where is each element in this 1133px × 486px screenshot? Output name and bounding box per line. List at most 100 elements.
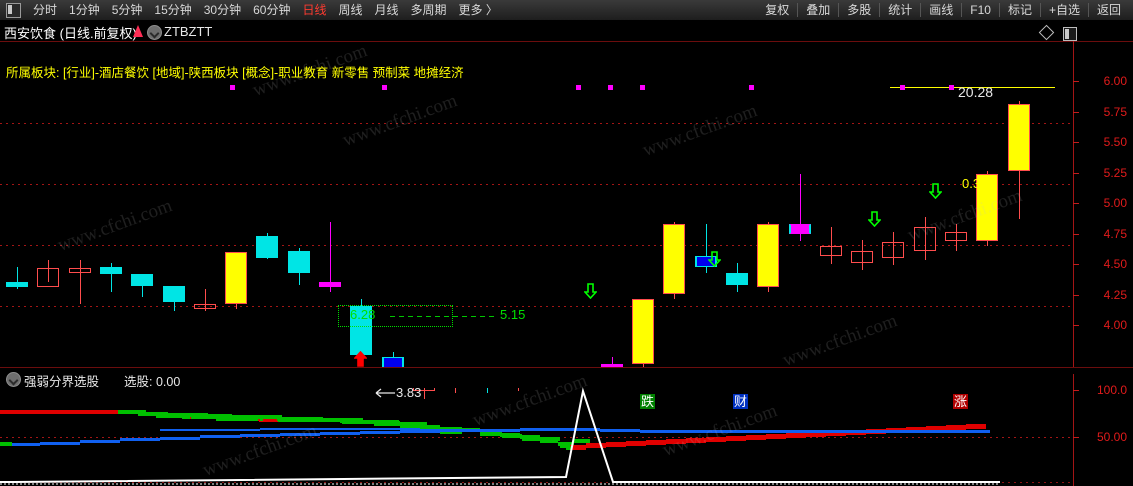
- indicator-main-line-segment: [522, 437, 540, 441]
- indicator-ma-line-segment: [200, 435, 240, 438]
- candle-wick: [924, 217, 926, 261]
- indicator-main-line-segment: [686, 438, 706, 443]
- toolbar-period-1[interactable]: 1分钟: [69, 3, 100, 17]
- indicator-main-line-segment: [300, 418, 318, 422]
- chart-marker-0[interactable]: 跌: [640, 394, 656, 409]
- indicator-ma-line-segment: [960, 430, 990, 433]
- toolbar-action-5[interactable]: F10: [970, 3, 991, 17]
- stock-name-label: 西安饮食 (日线.前复权): [4, 26, 137, 41]
- sell-signal-arrow-icon: [584, 283, 597, 299]
- price-axis-tick: 4.00: [1103, 318, 1127, 332]
- signal-dot: [230, 85, 235, 90]
- price-axis-tickmark: [1073, 264, 1079, 265]
- layout-toggle-icon[interactable]: [1063, 27, 1077, 41]
- indicator-ma-line-segment: [160, 437, 200, 440]
- toolbar-period-10[interactable]: 更多 〉: [458, 3, 498, 17]
- signal-dot: [576, 85, 581, 90]
- toolbar-action-4[interactable]: 画线: [929, 3, 954, 17]
- toolbar-period-6[interactable]: 日线: [302, 3, 327, 17]
- candle-body: [99, 266, 122, 274]
- indicator-main-line-segment: [277, 417, 278, 421]
- indicator-main-line-segment: [806, 432, 826, 437]
- indicator-main-line-segment: [278, 418, 279, 422]
- toolbar-period-7[interactable]: 周线: [338, 3, 363, 17]
- signal-dot: [900, 85, 905, 90]
- toolbar-period-8[interactable]: 月线: [374, 3, 399, 17]
- toolbar-action-7[interactable]: +自选: [1048, 3, 1080, 17]
- price-axis-tickmark: [1073, 233, 1079, 235]
- candle-wick: [330, 221, 331, 292]
- toolbar-action-3[interactable]: 统计: [888, 3, 913, 17]
- chart-marker-2[interactable]: 涨: [953, 394, 969, 409]
- toolbar-period-4[interactable]: 30分钟: [203, 3, 242, 17]
- indicator-main-line-segment: [540, 437, 560, 441]
- toolbar-action-6[interactable]: 标记: [1007, 3, 1032, 17]
- price-axis-tick: 4.50: [1103, 257, 1127, 271]
- panel-layout-icon[interactable]: [6, 2, 21, 18]
- toolbar-period-9[interactable]: 多周期: [410, 3, 447, 17]
- indicator-main-line-segment: [566, 445, 586, 450]
- indicator-main-line-segment: [240, 417, 258, 421]
- indicator-main-line-segment: [480, 431, 500, 435]
- toolbar-period-0[interactable]: 分时: [33, 3, 58, 17]
- indicator-dropdown-icon[interactable]: [6, 372, 21, 387]
- candle-wick: [48, 260, 50, 283]
- signal-dot: [382, 85, 387, 90]
- candle-body: [694, 255, 717, 267]
- candle-body: [882, 242, 905, 259]
- toolbar-action-2[interactable]: 多股: [847, 3, 872, 17]
- indicator-main-line-segment: [260, 417, 263, 421]
- callout-price-label: 6.28: [350, 307, 376, 322]
- price-axis-tick: 5.50: [1103, 135, 1127, 149]
- indicator-ma-line-segment: [440, 429, 480, 432]
- candle-wick: [705, 224, 707, 273]
- toolbar-period-2[interactable]: 5分钟: [111, 3, 143, 17]
- indicator-ma-line-segment: [600, 429, 640, 432]
- dropdown-circle-icon[interactable]: [147, 25, 162, 40]
- toolbar-separator: [1087, 3, 1089, 17]
- toolbar-separator: [998, 3, 1000, 17]
- candle-body: [976, 173, 999, 242]
- indicator-main-line-segment: [626, 441, 646, 446]
- toolbar-right-group: 复权 叠加 多股 统计 画线 F10 标记 +自选 返回: [759, 0, 1133, 20]
- indicator-name-label: 强弱分界选股: [24, 375, 100, 389]
- toolbar-action-0[interactable]: 复权: [765, 3, 790, 17]
- candle-body: [319, 282, 341, 288]
- indicator-main-line-segment: [400, 424, 422, 428]
- indicator-axis-tick: 50.00: [1096, 430, 1127, 444]
- price-up-arrow-icon: [133, 25, 143, 37]
- signal-dot: [640, 85, 645, 90]
- candle-wick: [862, 239, 864, 271]
- candlestick-plot-area[interactable]: 6.28 5.15 3.83 20.28 0.35 跌 财 涨: [0, 83, 1073, 409]
- change-amount-label: 0.35: [962, 176, 988, 191]
- toolbar-action-1[interactable]: 叠加: [806, 3, 831, 17]
- indicator-main-line-segment: [766, 434, 786, 439]
- price-axis-tick: 5.75: [1103, 104, 1127, 119]
- price-axis-tickmark: [1073, 81, 1079, 82]
- indicator-ma-line-segment: [920, 430, 960, 433]
- indicator-main-line-segment: [0, 410, 118, 414]
- toolbar-period-3[interactable]: 15分钟: [154, 3, 192, 17]
- candle-body: [131, 273, 154, 286]
- candle-wick: [830, 226, 832, 265]
- main-price-chart-panel[interactable]: 6.28 5.15 3.83 20.28 0.35 跌 财 涨: [0, 41, 1133, 409]
- indicator-main-line-segment: [282, 417, 300, 421]
- indicator-main-line-segment: [706, 437, 726, 442]
- candle-body: [632, 299, 654, 365]
- toolbar-period-5[interactable]: 60分钟: [253, 3, 291, 17]
- price-axis-tickmark: [1073, 203, 1079, 204]
- indicator-gridline-zero: [0, 482, 1073, 483]
- price-gridline: [0, 306, 1073, 307]
- price-gridline: [0, 245, 1073, 246]
- indicator-main-line-segment: [279, 418, 280, 422]
- price-axis-line: [1073, 41, 1074, 367]
- price-axis-tickmark: [1073, 172, 1079, 174]
- indicator-plot-area[interactable]: [0, 387, 1073, 486]
- indicator-ma-line-segment: [120, 438, 160, 441]
- strategy-code-label: ZTBZTT: [164, 24, 213, 39]
- toolbar-action-8[interactable]: 返回: [1096, 3, 1121, 17]
- indicator-main-line-segment: [826, 431, 846, 436]
- indicator-axis-tickmark: [1073, 437, 1079, 438]
- chart-marker-1[interactable]: 财: [733, 394, 749, 409]
